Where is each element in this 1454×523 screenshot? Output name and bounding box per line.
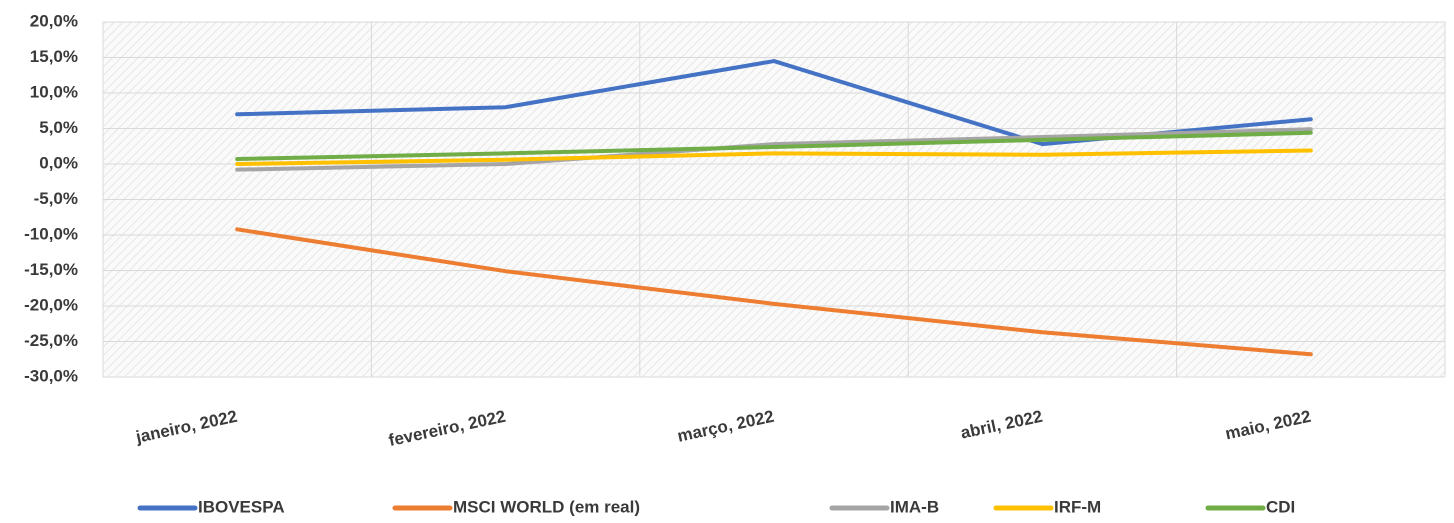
legend-label: IMA-B	[890, 497, 939, 516]
legend-label: CDI	[1266, 497, 1295, 516]
y-tick-label: -25,0%	[24, 331, 78, 350]
y-tick-label: -10,0%	[24, 224, 78, 243]
y-tick-label: 0,0%	[39, 153, 78, 172]
y-tick-label: 10,0%	[30, 82, 78, 101]
x-tick-label: fevereiro, 2022	[387, 407, 507, 450]
y-tick-label: -15,0%	[24, 260, 78, 279]
legend-label: IRF-M	[1054, 497, 1101, 516]
x-tick-label: maio, 2022	[1224, 407, 1313, 444]
x-tick-label: abril, 2022	[959, 407, 1044, 443]
series-line	[235, 148, 1313, 166]
series-line	[235, 127, 1313, 172]
y-tick-label: -30,0%	[24, 366, 78, 385]
series-line	[235, 227, 1313, 357]
x-tick-label: março, 2022	[676, 407, 776, 446]
legend-label: IBOVESPA	[198, 497, 285, 516]
y-tick-label: 15,0%	[30, 47, 78, 66]
y-tick-label: -20,0%	[24, 295, 78, 314]
series-line	[235, 130, 1313, 162]
y-tick-label: 20,0%	[30, 11, 78, 30]
x-tick-label: janeiro, 2022	[133, 407, 239, 447]
y-tick-label: -5,0%	[34, 189, 78, 208]
y-tick-label: 5,0%	[39, 118, 78, 137]
legend-label: MSCI WORLD (em real)	[453, 497, 640, 516]
